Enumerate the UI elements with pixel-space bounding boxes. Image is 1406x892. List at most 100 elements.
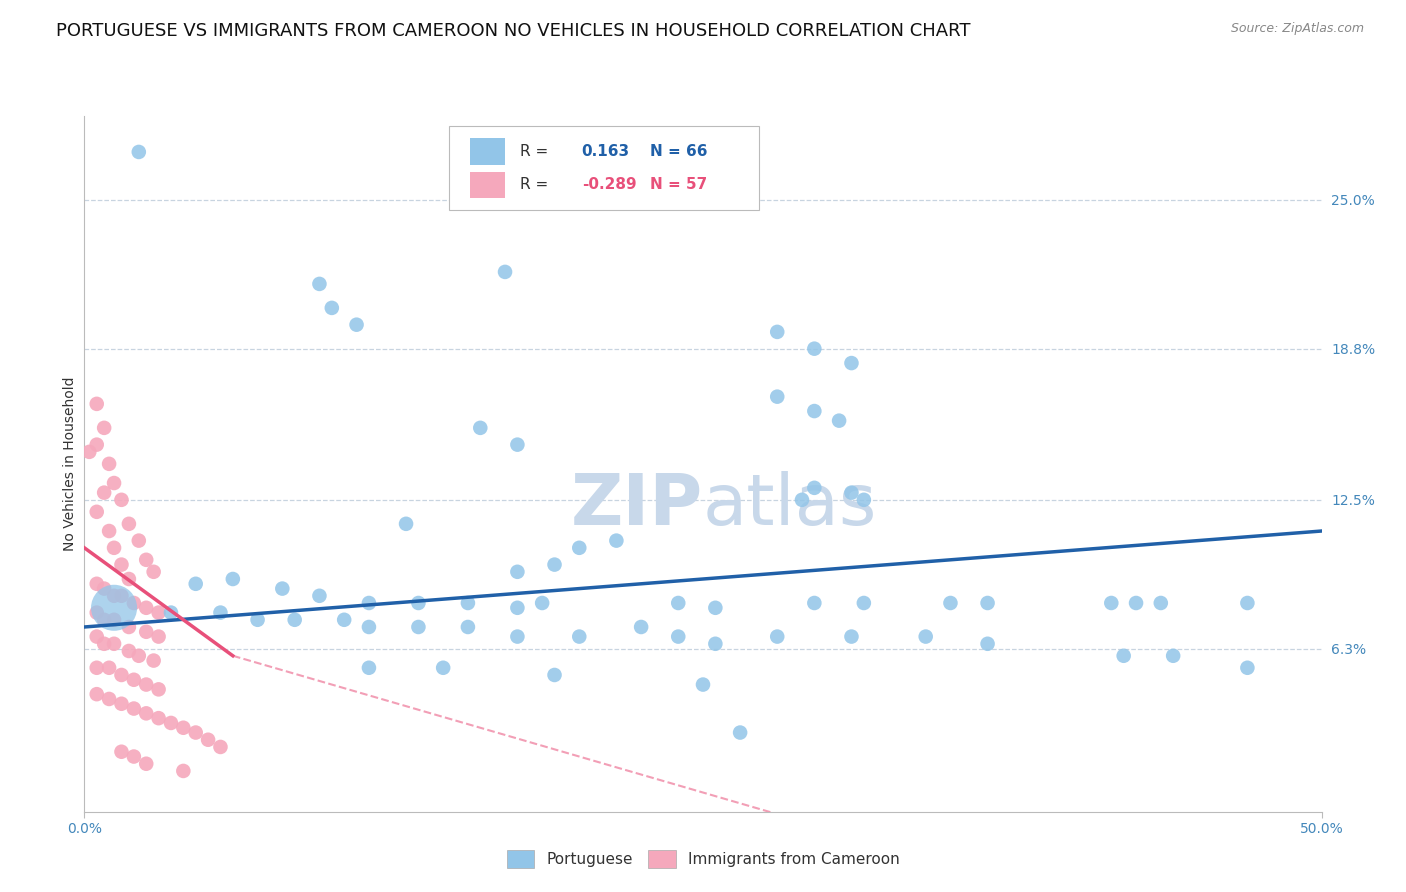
FancyBboxPatch shape [471,138,505,165]
Point [122,673,145,687]
Point [172,764,194,778]
Point [98,661,121,675]
Point [160,715,183,730]
Text: ZIP: ZIP [571,471,703,540]
Point [118,620,141,634]
Point [135,706,157,721]
Point [103,476,125,491]
Point [395,516,418,531]
Point [939,596,962,610]
Point [86,437,108,451]
Point [122,596,145,610]
Point [122,701,145,715]
Point [357,661,380,675]
Point [1236,596,1258,610]
Point [110,589,132,603]
Point [1112,648,1135,663]
Point [357,596,380,610]
Point [128,145,150,159]
Point [184,576,207,591]
Point [1099,596,1122,610]
Point [135,756,157,771]
Point [828,414,851,428]
Point [135,553,157,567]
Point [135,677,157,691]
Point [142,654,165,668]
Point [172,721,194,735]
Point [103,600,125,615]
Text: R =: R = [520,178,548,193]
Point [408,620,430,634]
Point [308,277,330,291]
Point [531,596,554,610]
Point [803,481,825,495]
Point [630,620,652,634]
Point [841,630,863,644]
FancyBboxPatch shape [450,127,759,210]
Point [128,533,150,548]
Text: R =: R = [520,144,548,159]
Point [766,630,789,644]
Point [543,558,565,572]
Point [704,600,727,615]
Point [122,749,145,764]
Point [209,606,232,620]
Point [271,582,294,596]
Point [98,457,121,471]
Point [470,421,492,435]
Point [184,725,207,739]
Point [357,620,380,634]
Point [93,485,115,500]
Point [432,661,454,675]
Point [1236,661,1258,675]
Point [209,739,232,754]
Point [93,613,115,627]
Point [506,565,529,579]
Point [79,445,101,459]
Text: 0.163: 0.163 [582,144,630,159]
Text: PORTUGUESE VS IMMIGRANTS FROM CAMEROON NO VEHICLES IN HOUSEHOLD CORRELATION CHAR: PORTUGUESE VS IMMIGRANTS FROM CAMEROON N… [56,22,970,40]
Point [160,606,183,620]
Point [284,613,307,627]
Point [93,421,115,435]
Point [494,265,516,279]
Point [103,541,125,555]
Point [148,606,170,620]
Point [976,637,998,651]
Point [766,390,789,404]
Point [148,682,170,697]
Point [93,582,115,596]
Point [86,606,108,620]
Point [457,620,479,634]
Point [1125,596,1147,610]
Point [86,687,108,701]
Point [803,596,825,610]
Point [457,596,479,610]
Point [841,356,863,370]
Point [118,572,141,586]
Point [704,637,727,651]
Point [86,576,108,591]
Point [841,485,863,500]
Point [86,397,108,411]
Point [135,624,157,639]
Point [568,630,591,644]
Point [128,648,150,663]
Point [142,565,165,579]
Point [408,596,430,610]
Point [790,492,813,507]
Text: N = 57: N = 57 [650,178,707,193]
Point [86,630,108,644]
FancyBboxPatch shape [471,171,505,198]
Point [148,711,170,725]
Point [333,613,356,627]
Point [543,668,565,682]
Point [506,630,529,644]
Text: Source: ZipAtlas.com: Source: ZipAtlas.com [1230,22,1364,36]
Point [222,572,245,586]
Point [86,505,108,519]
Point [110,668,132,682]
Point [197,732,219,747]
Point [103,589,125,603]
Point [692,677,714,691]
